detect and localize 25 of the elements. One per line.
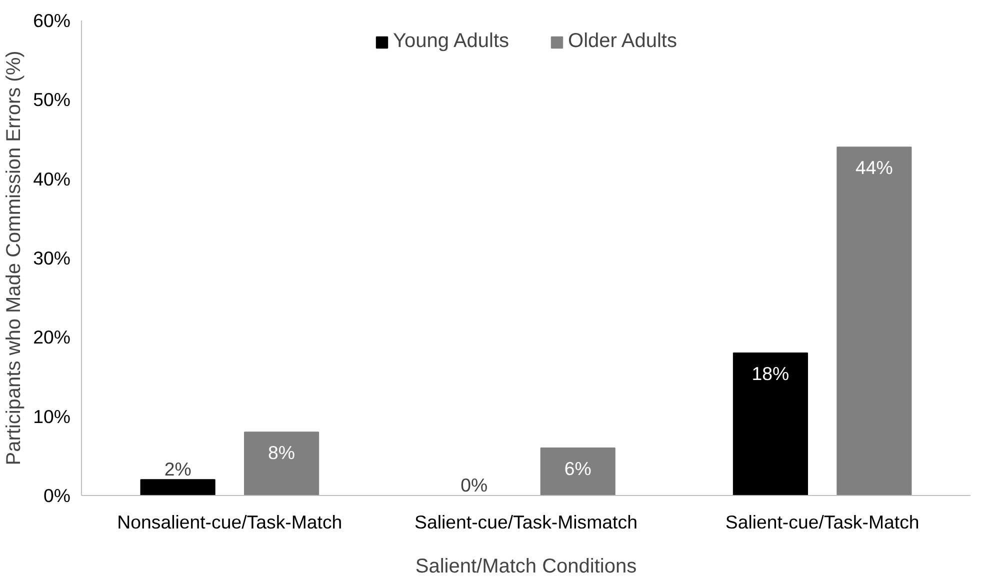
bar xyxy=(244,432,320,496)
data-label: 8% xyxy=(268,442,296,464)
bar xyxy=(732,352,808,496)
data-label: 0% xyxy=(460,474,488,496)
y-axis-title: Participants who Made Commission Errors (%) xyxy=(3,50,26,466)
bar xyxy=(540,448,616,496)
y-tick-label: 60% xyxy=(33,10,71,31)
data-label: 6% xyxy=(564,458,592,479)
legend-label: Older Adults xyxy=(568,30,677,53)
y-tick-label: 0% xyxy=(44,485,71,506)
y-tick-label: 10% xyxy=(33,406,71,427)
bar xyxy=(836,146,912,496)
x-tick-label: Nonsalient-cue/Task-Match xyxy=(117,512,342,532)
y-tick-label: 50% xyxy=(33,89,71,110)
bar xyxy=(140,479,216,496)
legend-label: Young Adults xyxy=(393,30,510,53)
data-label: 44% xyxy=(856,157,893,178)
x-axis-title: Salient/Match Conditions xyxy=(415,556,637,578)
x-tick-label: Salient-cue/Task-Match xyxy=(725,512,920,532)
x-tick-label: Salient-cue/Task-Mismatch xyxy=(414,512,638,532)
data-label: 2% xyxy=(164,458,192,480)
data-label: 18% xyxy=(752,363,790,384)
y-tick-label: 40% xyxy=(33,168,71,190)
y-tick-label: 30% xyxy=(33,248,71,268)
y-tick-label: 20% xyxy=(33,326,71,348)
